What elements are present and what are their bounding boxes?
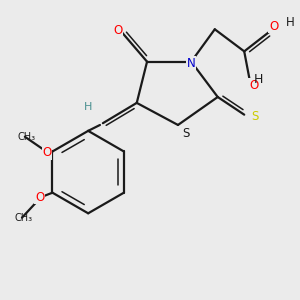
Text: S: S	[182, 127, 190, 140]
Text: H: H	[254, 73, 263, 86]
Text: O: O	[113, 24, 122, 37]
Text: CH₃: CH₃	[17, 132, 35, 142]
Text: H: H	[84, 102, 92, 112]
Text: N: N	[187, 57, 196, 70]
Text: S: S	[251, 110, 258, 123]
Text: O: O	[42, 146, 52, 159]
Text: H: H	[286, 16, 294, 29]
Text: O: O	[249, 79, 258, 92]
Text: O: O	[35, 190, 44, 204]
Text: O: O	[269, 20, 278, 33]
Text: CH₃: CH₃	[14, 213, 32, 223]
